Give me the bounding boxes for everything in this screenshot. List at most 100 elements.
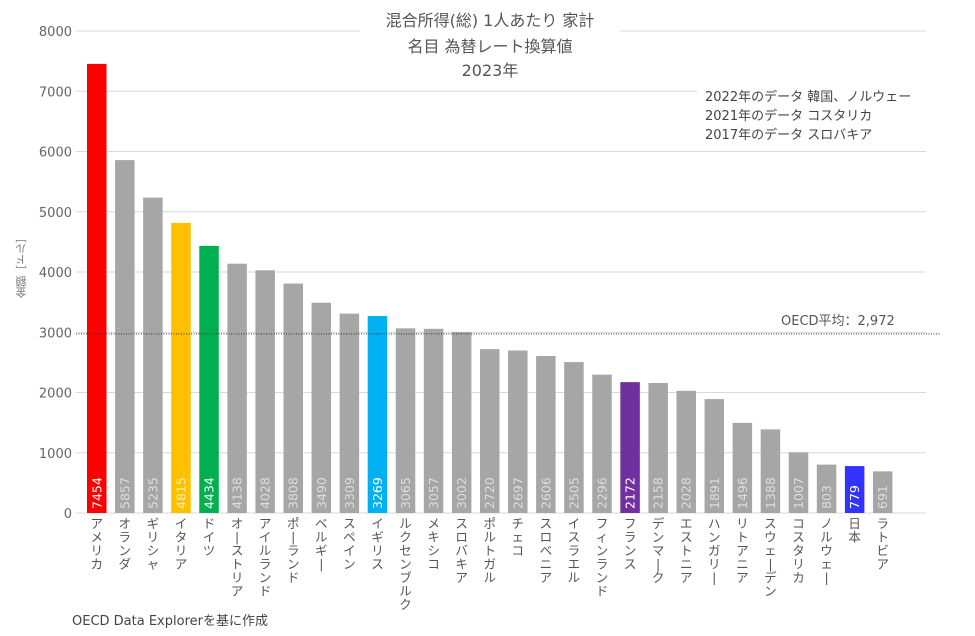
x-tick-label: スロバキア: [455, 516, 468, 585]
x-tick-label: イギリス: [371, 516, 384, 572]
x-tick-label: リトアニア: [736, 516, 749, 585]
chart-title-line-3: 2023年: [430, 60, 550, 82]
x-tick-label: ポルトガル: [483, 516, 496, 585]
x-tick-label: イスラエル: [568, 516, 581, 585]
bar-value-label: 2296: [595, 477, 610, 509]
bar: [395, 328, 416, 513]
x-tick-label: アメリカ: [90, 516, 103, 572]
bar-value-label: 2697: [510, 477, 525, 509]
x-tick-label: スウェ|デン: [764, 516, 777, 599]
bar: [87, 63, 107, 514]
bar-value-label: 3808: [286, 477, 301, 509]
bar-value-label: 2720: [482, 477, 497, 509]
bar: [199, 245, 219, 513]
bar: [788, 452, 809, 513]
y-tick-label: 4000: [39, 266, 72, 281]
bar-value-label: 4028: [258, 477, 273, 509]
bar: [508, 350, 528, 513]
bar: [423, 328, 444, 513]
note-line-1: 2022年のデータ 韓国、ノルウェー: [705, 90, 912, 105]
note-line-2: 2021年のデータ コスタリカ: [705, 109, 873, 124]
bar-value-label: 803: [819, 485, 834, 509]
y-axis-ticks: 0 1000 2000 3000 4000 5000 6000 7000 8000: [39, 25, 72, 522]
bar: [536, 355, 556, 513]
bar: [732, 422, 753, 513]
bar: [311, 302, 332, 513]
source-note: OECD Data Explorerを基に作成: [72, 614, 268, 629]
bar: [143, 197, 163, 513]
y-tick-label: 7000: [39, 85, 72, 100]
x-tick-label: ベルギ|: [315, 516, 328, 572]
y-tick-label: 6000: [39, 146, 72, 161]
x-tick-label: ノルウェ|: [820, 516, 833, 585]
bar: [760, 429, 781, 513]
x-tick-label: ドイツ: [203, 516, 216, 558]
bar: [592, 374, 612, 513]
bar: [620, 382, 640, 513]
bar: [367, 316, 388, 513]
x-tick-label: アイルランド: [259, 516, 272, 599]
bar: [648, 382, 668, 513]
bar: [704, 399, 725, 513]
bar-value-label: 4434: [202, 477, 217, 509]
y-tick-label: 8000: [39, 25, 72, 40]
bars: [87, 63, 893, 514]
x-tick-label: スペイン: [343, 516, 356, 572]
x-tick-label: エストニア: [680, 516, 693, 585]
bar-value-label: 2158: [651, 477, 666, 509]
x-tick-label: ルクセンブルク: [399, 516, 412, 612]
x-tick-label: ハンガリ|: [708, 516, 721, 585]
bar-value-label: 2172: [623, 477, 638, 509]
bar-value-label: 2028: [679, 477, 694, 509]
x-tick-label: オランダ: [119, 516, 132, 572]
x-tick-label: フランス: [624, 516, 637, 572]
bar-value-label: 3057: [426, 477, 441, 509]
bar: [227, 263, 247, 513]
y-tick-label: 5000: [39, 206, 72, 221]
y-tick-label: 1000: [39, 447, 72, 462]
x-tick-label: フィンランド: [596, 516, 609, 599]
x-tick-label: ギリシャ: [147, 516, 160, 572]
y-tick-label: 2000: [39, 387, 72, 402]
bar: [564, 362, 584, 513]
bar: [479, 349, 500, 513]
bar-value-label: 4815: [173, 477, 188, 509]
x-tick-label: スロベニア: [540, 516, 553, 585]
bar-value-label: 5857: [117, 477, 132, 509]
bar: [451, 332, 472, 513]
x-tick-label: オ|ストリア: [231, 516, 244, 599]
bar-value-label: 3065: [398, 477, 413, 509]
chart-title-line-1: 混合所得(総) 1人あたり 家計: [360, 10, 620, 32]
y-tick-label: 3000: [39, 326, 72, 341]
bar: [339, 313, 360, 513]
bar-value-label: 1891: [707, 477, 722, 509]
bar-value-label: 4138: [230, 477, 245, 509]
bar-value-labels: 7454 5857 5235 4815 4434 4138 4028 3808 3490 3309…: [89, 477, 890, 509]
bar-value-label: 1388: [763, 477, 778, 509]
oecd-average-label: OECD平均：2,972: [781, 314, 895, 329]
chart-title-line-2: 名目 為替レート換算値: [390, 36, 590, 58]
bar: [115, 160, 135, 513]
bar: [816, 464, 837, 513]
x-tick-label: デンマ|ク: [652, 516, 665, 585]
y-axis-label: 金額［ドル］: [15, 232, 28, 298]
bar-value-label: 779: [847, 485, 862, 509]
bar: [872, 471, 893, 513]
x-tick-label: コスタリカ: [792, 516, 805, 585]
bar-value-label: 1496: [735, 477, 750, 509]
bar-value-label: 3490: [314, 477, 329, 509]
bar-value-label: 3269: [370, 477, 385, 509]
bar-value-label: 2606: [538, 477, 553, 509]
data-year-notes: 2022年のデータ 韓国、ノルウェー 2021年のデータ コスタリカ 2017年…: [697, 86, 945, 151]
bar: [171, 222, 191, 514]
bar-value-label: 691: [875, 485, 890, 509]
note-line-3: 2017年のデータ スロバキア: [705, 128, 873, 143]
bar-value-label: 5235: [145, 477, 160, 509]
x-tick-label: チェコ: [512, 516, 525, 558]
bar: [283, 283, 303, 513]
bar-value-label: 7454: [89, 477, 104, 509]
bar: [676, 390, 696, 513]
x-tick-label: ラトビア: [876, 516, 889, 572]
bar: [255, 270, 275, 513]
